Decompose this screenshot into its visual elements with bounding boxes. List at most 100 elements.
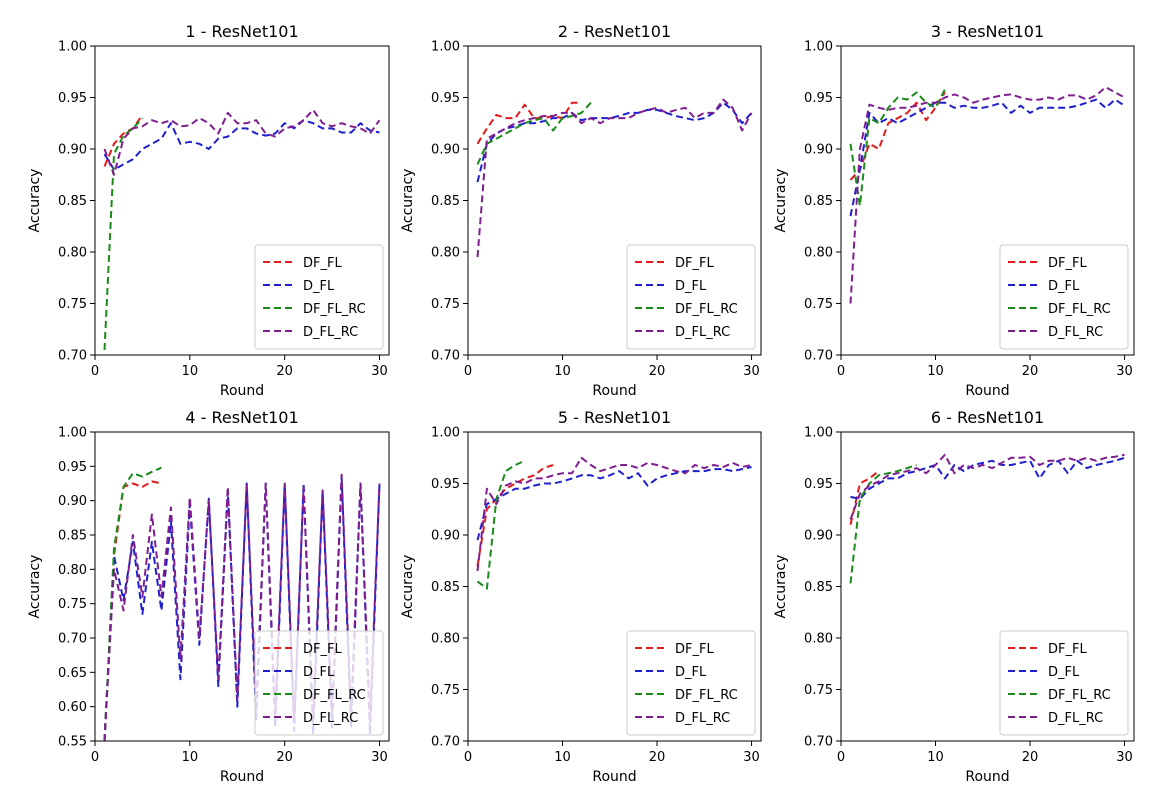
y-tick-label: 0.90 <box>431 143 460 158</box>
y-tick-label: 0.75 <box>58 297 87 312</box>
y-tick-label: 0.80 <box>804 246 833 261</box>
y-tick-label: 0.95 <box>431 91 460 106</box>
legend-box <box>254 630 384 736</box>
legend-label: D_FL <box>303 279 335 294</box>
x-axis-label: Round <box>592 383 636 399</box>
y-tick-label: 0.60 <box>58 700 87 715</box>
series-line-d-fl <box>103 119 380 171</box>
chart-title: 1 - ResNet101 <box>185 22 298 41</box>
y-tick-label: 0.55 <box>58 735 87 750</box>
x-tick-label: 0 <box>837 750 845 765</box>
x-tick-label: 10 <box>182 750 199 765</box>
y-tick-label: 1.00 <box>431 426 460 441</box>
series-line-df-fl-rc <box>476 459 526 590</box>
chart-title: 6 - ResNet101 <box>931 408 1044 427</box>
y-tick-label: 0.95 <box>431 477 460 492</box>
y-tick-label: 1.00 <box>804 40 833 55</box>
series-line-df-fl-rc <box>849 464 917 584</box>
y-tick-label: 0.95 <box>804 477 833 492</box>
y-tick-label: 0.65 <box>58 666 87 681</box>
chart-title: 4 - ResNet101 <box>185 408 298 427</box>
x-tick-label: 0 <box>464 364 472 379</box>
x-axis-label: Round <box>965 383 1009 399</box>
y-tick-label: 0.70 <box>804 735 833 750</box>
y-tick-label: 0.85 <box>58 529 87 544</box>
x-tick-label: 20 <box>276 364 293 379</box>
series-line-df-fl <box>476 464 554 567</box>
y-tick-label: 0.85 <box>58 194 87 209</box>
legend: DF_FL D_FL DF_FL_RC D_FL_RC <box>254 244 384 350</box>
chart-panel-4: 4 - ResNet101 0 10 20 30 0.55 0.60 0.65 0.70 0.75… <box>27 408 390 785</box>
y-tick-label: 0.80 <box>58 246 87 261</box>
x-axis-label: Round <box>965 769 1009 785</box>
x-tick-label: 20 <box>1022 364 1039 379</box>
chart-panel-6: 6 - ResNet101 0 10 20 30 0.70 0.75 0.80 0.85 0.90… <box>773 408 1135 785</box>
legend-label: D_FL_RC <box>675 711 730 726</box>
series-line-d-fl-rc <box>103 108 381 176</box>
series-line-df-fl <box>103 114 144 167</box>
chart-title: 3 - ResNet101 <box>931 22 1044 41</box>
y-tick-label: 0.95 <box>58 460 87 475</box>
chart-panel-1: 1 - ResNet101 0 10 20 30 0.70 0.75 0.80 0.85 0.90… <box>27 22 390 399</box>
series-line-df-fl <box>849 470 880 525</box>
x-tick-label: 10 <box>927 364 944 379</box>
y-tick-label: 0.80 <box>431 246 460 261</box>
x-tick-label: 0 <box>91 364 99 379</box>
x-tick-label: 20 <box>649 364 666 379</box>
legend-label: DF_FL <box>1048 256 1087 271</box>
y-tick-label: 0.75 <box>804 297 833 312</box>
y-tick-label: 0.90 <box>58 143 87 158</box>
y-tick-label: 0.75 <box>431 297 460 312</box>
x-tick-label: 20 <box>276 750 293 765</box>
series-line-d-fl-rc <box>476 98 753 258</box>
legend-box <box>626 630 756 736</box>
legend-label: DF_FL <box>303 256 342 271</box>
legend-label: DF_FL_RC <box>303 302 366 317</box>
y-tick-label: 0.75 <box>58 597 87 612</box>
series-line-d-fl-rc <box>476 456 752 572</box>
y-tick-label: 0.85 <box>431 580 460 595</box>
series-line-df-fl-rc <box>103 466 162 741</box>
y-tick-label: 1.00 <box>58 426 87 441</box>
legend-label: D_FL <box>303 665 335 680</box>
legend-label: D_FL_RC <box>303 325 358 340</box>
x-tick-label: 10 <box>554 750 571 765</box>
y-tick-label: 0.85 <box>804 194 833 209</box>
x-tick-label: 30 <box>371 364 388 379</box>
x-tick-label: 20 <box>1022 750 1039 765</box>
series-line-df-fl-rc <box>476 102 592 165</box>
y-tick-label: 0.80 <box>58 563 87 578</box>
chart-panel-2: 2 - ResNet101 0 10 20 30 0.70 0.75 0.80 0.85 0.90… <box>400 22 762 399</box>
y-tick-label: 0.85 <box>431 194 460 209</box>
x-axis-label: Round <box>220 769 264 785</box>
legend-label: DF_FL_RC <box>303 688 366 703</box>
legend-label: D_FL_RC <box>1048 711 1103 726</box>
legend-label: D_FL <box>675 665 707 680</box>
legend-label: D_FL <box>1048 665 1080 680</box>
series-line-d-fl <box>476 101 753 183</box>
y-tick-label: 1.00 <box>804 426 833 441</box>
legend: DF_FL D_FL DF_FL_RC D_FL_RC <box>254 630 384 736</box>
legend-label: DF_FL_RC <box>1048 688 1111 703</box>
series-line-df-fl <box>103 480 162 741</box>
series-line-df-fl-rc <box>849 88 946 207</box>
y-axis-label: Accuracy <box>400 169 416 233</box>
x-tick-label: 0 <box>837 364 845 379</box>
legend-box <box>626 244 756 350</box>
series-line-d-fl <box>849 98 1126 217</box>
series-line-d-fl <box>476 466 752 541</box>
x-tick-label: 0 <box>464 750 472 765</box>
x-tick-label: 10 <box>182 364 199 379</box>
series-lines <box>849 86 1126 304</box>
x-tick-label: 30 <box>1116 750 1133 765</box>
series-lines <box>476 98 753 258</box>
x-tick-label: 10 <box>554 364 571 379</box>
x-tick-label: 30 <box>743 750 760 765</box>
legend: DF_FL D_FL DF_FL_RC D_FL_RC <box>626 630 756 736</box>
y-axis-label: Accuracy <box>400 555 416 619</box>
y-tick-label: 0.90 <box>804 529 833 544</box>
y-tick-label: 0.90 <box>58 494 87 509</box>
y-tick-label: 0.70 <box>431 735 460 750</box>
x-axis-label: Round <box>592 769 636 785</box>
series-line-d-fl-rc <box>849 453 1125 520</box>
